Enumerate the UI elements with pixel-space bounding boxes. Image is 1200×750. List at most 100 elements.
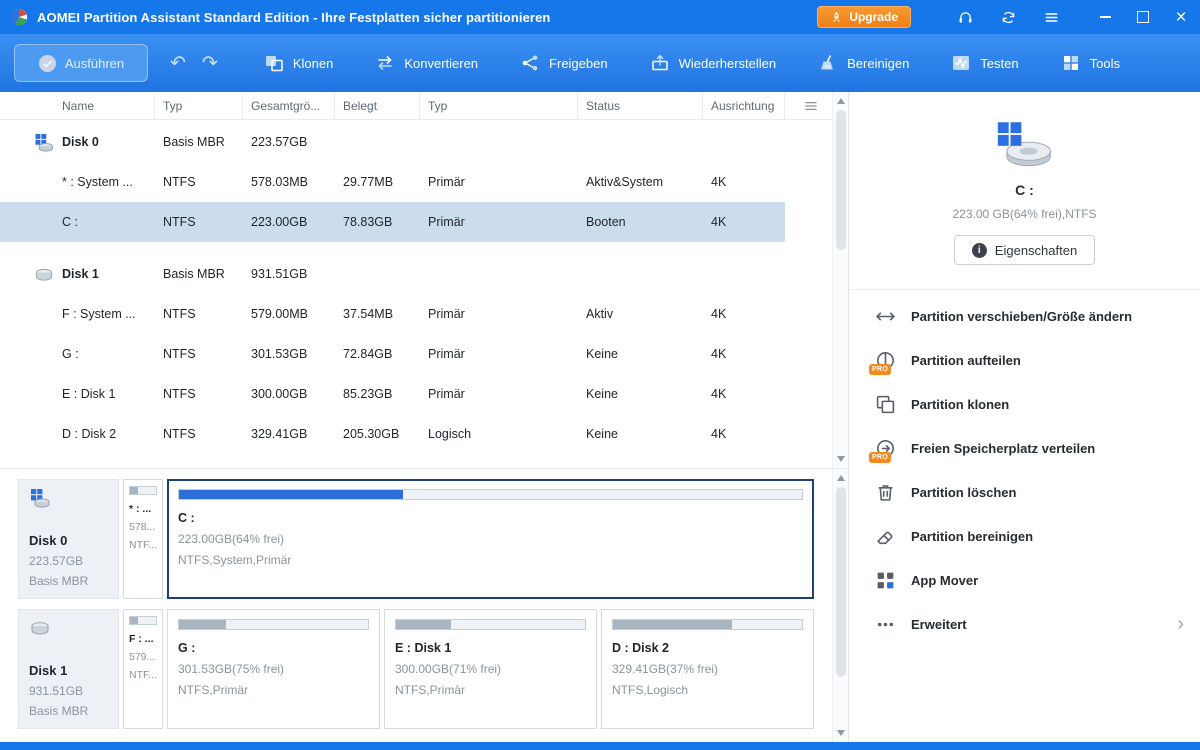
toolbar-klonen[interactable]: Klonen [264, 53, 333, 73]
scroll-up-icon[interactable] [837, 98, 845, 104]
action-icon-wrap [875, 482, 896, 503]
undo-icon[interactable] [170, 54, 186, 73]
wipe-icon [875, 526, 896, 547]
minimize-button[interactable] [1086, 0, 1124, 34]
row-alignment: 4K [711, 307, 727, 321]
toolbar-items: Klonen Konvertieren Freigeben Wiederherstel… [264, 53, 1120, 73]
row-status: Keine [586, 387, 618, 401]
table-row-disk-0[interactable]: Disk 0 Basis MBR 223.57GB [0, 122, 785, 162]
execute-button[interactable]: Ausführen [14, 44, 148, 82]
action-label: Partition aufteilen [911, 352, 1021, 368]
usage-bar [395, 619, 586, 630]
table-row-d-disk-2[interactable]: D : Disk 2 NTFS 329.41GB 205.30GB Logisch Kei… [0, 414, 785, 454]
table-scrollbar[interactable] [832, 92, 848, 468]
toolbar-tools-label: Tools [1089, 55, 1120, 71]
app-mover-icon [875, 570, 896, 591]
partition-block-e-disk-1[interactable]: E : Disk 1 300.00GB(71% frei) NTFS,Primär [384, 609, 597, 729]
row-name-cell: D : Disk 2 [0, 427, 155, 441]
partition-block-d-disk-2[interactable]: D : Disk 2 329.41GB(37% frei) NTFS,Logisch [601, 609, 814, 729]
scroll-up-icon[interactable] [837, 475, 845, 481]
table-row-g[interactable]: G : NTFS 301.53GB 72.84GB Primär Keine 4K [0, 334, 785, 374]
partition-block-c[interactable]: C : 223.00GB(64% frei) NTFS,System,Primär [167, 479, 814, 599]
row-alignment: 4K [711, 427, 727, 441]
table-row-f-system[interactable]: F : System ... NTFS 579.00MB 37.54MB Primär A… [0, 294, 785, 334]
table-row-disk-1[interactable]: Disk 1 Basis MBR 931.51GB [0, 254, 785, 294]
action-clone-partition[interactable]: Partition klonen [849, 382, 1200, 426]
action-split[interactable]: PRO Partition aufteilen [849, 338, 1200, 382]
toolbar-konvertieren[interactable]: Konvertieren [375, 53, 478, 73]
row-alignment: 4K [711, 387, 727, 401]
action-move-resize[interactable]: Partition verschieben/Größe ändern [849, 294, 1200, 338]
disk-icon [34, 265, 54, 284]
row-partition-type: Primär [428, 387, 465, 401]
partition-block-item[interactable]: * : ... 578... NTF... [123, 479, 163, 599]
disk-panel-disk-1: Disk 1 931.51GB Basis MBR F : ... 579... NTF.… [18, 609, 814, 729]
row-name: * : System ... [62, 175, 133, 189]
action-wipe[interactable]: Partition bereinigen [849, 514, 1200, 558]
disk-info-disk-1[interactable]: Disk 1 931.51GB Basis MBR [18, 609, 119, 729]
menu-icon[interactable] [1043, 9, 1060, 26]
toolbar-wiederherstellen[interactable]: Wiederherstellen [650, 53, 776, 73]
panel-scrollbar[interactable] [832, 469, 848, 742]
move-resize-icon [875, 306, 896, 327]
action-label: Partition löschen [911, 484, 1017, 500]
table-row-system[interactable]: * : System ... NTFS 578.03MB 29.77MB Primär A… [0, 162, 785, 202]
close-button[interactable] [1162, 0, 1200, 34]
partition-block-g[interactable]: G : 301.53GB(75% frei) NTFS,Primär [167, 609, 380, 729]
disk-name: Disk 1 [29, 663, 68, 678]
toolbar-testen[interactable]: Testen [951, 53, 1019, 73]
scroll-down-icon[interactable] [837, 730, 845, 736]
redo-icon[interactable] [202, 54, 218, 73]
row-name-cell: E : Disk 1 [0, 387, 155, 401]
support-icon[interactable] [957, 9, 974, 26]
usage-fill [396, 620, 451, 629]
column-header-typ[interactable]: Typ [420, 92, 578, 120]
action-sidebar: C : 223.00 GB(64% frei),NTFS i Eigenscha… [849, 92, 1200, 742]
partition-name: C : [178, 511, 195, 525]
row-name-cell: Disk 1 [0, 265, 155, 284]
row-total-size: 329.41GB [251, 427, 308, 441]
action-label: App Mover [911, 572, 979, 588]
action-app-mover[interactable]: App Mover [849, 558, 1200, 602]
partition-name: E : Disk 1 [395, 641, 452, 655]
table-row-e-disk-1[interactable]: E : Disk 1 NTFS 300.00GB 85.23GB Primär Keine… [0, 374, 785, 414]
column-header-ausrichtung[interactable]: Ausrichtung [703, 92, 785, 120]
action-more[interactable]: Erweitert › [849, 602, 1200, 646]
partition-name: D : Disk 2 [612, 641, 669, 655]
toolbar-bereinigen[interactable]: Bereinigen [818, 53, 909, 73]
row-partition-type: Primär [428, 347, 465, 361]
selected-partition-summary: C : 223.00 GB(64% frei),NTFS i Eigenscha… [849, 92, 1200, 265]
toolbar-freigeben[interactable]: Freigeben [520, 53, 608, 73]
table-row-c[interactable]: C : NTFS 223.00GB 78.83GB Primär Booten 4K [0, 202, 785, 242]
column-header-status[interactable]: Status [578, 92, 703, 120]
row-name: E : Disk 1 [62, 387, 116, 401]
row-name: F : System ... [62, 307, 136, 321]
scrollbar-thumb[interactable] [836, 110, 846, 250]
action-allocate[interactable]: PRO Freien Speicherplatz verteilen [849, 426, 1200, 470]
upgrade-label: Upgrade [849, 10, 898, 24]
column-header-typ[interactable]: Typ [155, 92, 243, 120]
row-filesystem: NTFS [163, 427, 196, 441]
scrollbar-thumb[interactable] [836, 487, 846, 677]
app-logo-icon [10, 8, 28, 26]
toolbar-tools[interactable]: Tools [1061, 53, 1120, 73]
partition-block-f[interactable]: F : ... 579... NTF... [123, 609, 163, 729]
scroll-down-icon[interactable] [837, 456, 845, 462]
clean-icon [818, 53, 838, 73]
view-options-icon[interactable] [803, 98, 819, 114]
column-header-gesamtgr[interactable]: Gesamtgrö... [243, 92, 335, 120]
column-header-name[interactable]: Name [0, 92, 155, 120]
action-trash[interactable]: Partition löschen [849, 470, 1200, 514]
maximize-button[interactable] [1124, 0, 1162, 34]
refresh-icon[interactable] [1000, 9, 1017, 26]
properties-button[interactable]: i Eigenschaften [953, 235, 1096, 265]
upgrade-button[interactable]: Upgrade [817, 6, 911, 28]
row-name-cell: C : [0, 215, 155, 229]
disk-info-disk-0[interactable]: Disk 0 223.57GB Basis MBR [18, 479, 119, 599]
partition-size: 329.41GB(37% frei) [612, 662, 719, 676]
partition-size: 578... [129, 521, 156, 533]
action-list: Partition verschieben/Größe ändern PRO Par… [849, 290, 1200, 646]
column-header-belegt[interactable]: Belegt [335, 92, 420, 120]
row-used: 37.54MB [343, 307, 394, 321]
